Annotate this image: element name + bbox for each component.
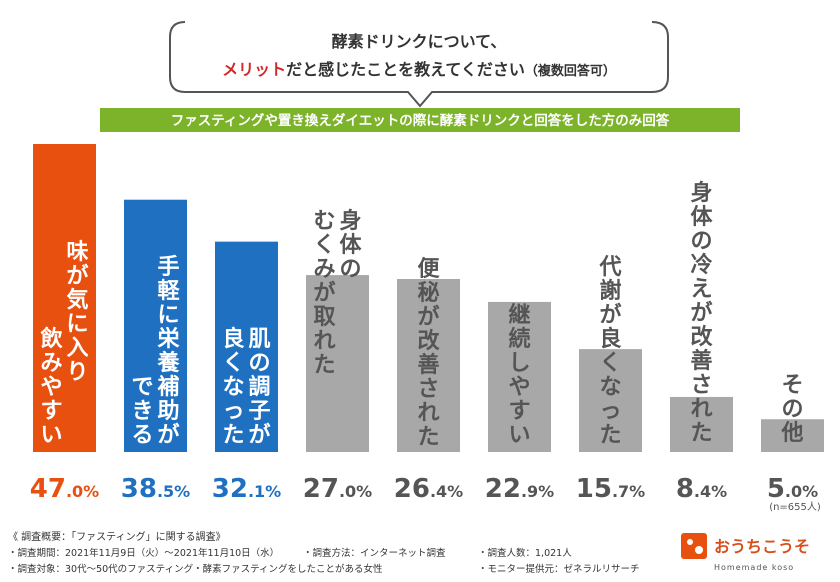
bar-4-label-1: 身体の — [339, 208, 362, 282]
question-note: （複数回答可） — [525, 63, 616, 79]
bar-6-value: 22.9% — [485, 474, 554, 504]
footer-count: ・調査人数：1,021人 — [478, 547, 572, 559]
survey-footer: 《 調査概要：「ファスティング」に関する調査》 ・調査期間：2021年11月9日… — [8, 530, 640, 575]
bar-2-label-2: できる — [131, 375, 153, 448]
bar-2 — [124, 199, 187, 452]
question-rest: だと感じたことを教えてください — [286, 60, 525, 79]
bar-4-value: 27.0% — [303, 474, 372, 504]
bar-9-label-1: その他 — [780, 373, 803, 446]
bar-5 — [397, 278, 460, 452]
bar-8 — [670, 396, 733, 452]
bar-5-label-1: 便秘が改善された — [417, 257, 440, 450]
question-line2: メリットだと感じたことを教えてください（複数回答可） — [222, 60, 616, 79]
footer-provider: ・モニター提供元：ゼネラルリサーチ — [478, 563, 640, 575]
bar-3-label-2: 良くなった — [222, 326, 244, 448]
brand-logo: おうちこうそ Homemade koso — [681, 533, 810, 572]
footer-target: ・調査対象：30代〜50代のファスティング・酵素ファスティングをしたことがある女… — [8, 563, 383, 575]
bar-1-label-1: 味が気に入り — [66, 240, 88, 385]
filter-banner-text: ファスティングや置き換えダイエットの際に酵素ドリンクと回答をした方のみ回答 — [171, 112, 670, 129]
question-highlight: メリット — [222, 60, 286, 79]
bar-4 — [306, 275, 369, 452]
bar-2-value: 38.5% — [121, 474, 190, 504]
bar-3-value: 32.1% — [212, 474, 281, 504]
bar-9-value: 5.0% — [767, 474, 818, 504]
question-bubble: 酵素ドリンクについて、 メリットだと感じたことを教えてください（複数回答可） — [169, 21, 669, 108]
logo-en-text: Homemade koso — [714, 563, 794, 572]
percent-labels-group: 47.0% 38.5% 32.1% 27.0% 26.4% 22.9% 15.7% 8.4% 5… — [30, 474, 818, 504]
bar-1 — [33, 144, 96, 452]
bar-3-label-1: 肌の調子が — [248, 327, 270, 448]
filter-banner — [100, 108, 740, 132]
bar-5-value: 26.4% — [394, 474, 463, 504]
footer-title: 《 調査概要：「ファスティング」に関する調査》 — [8, 530, 226, 543]
sample-size-label: (n=655人) — [769, 501, 821, 513]
bar-7-value: 15.7% — [576, 474, 645, 504]
question-line1: 酵素ドリンクについて、 — [332, 32, 507, 51]
bar-7 — [579, 349, 642, 452]
footer-period: ・調査期間：2021年11月9日（火）〜2021年11月10日（水） — [8, 547, 279, 559]
bar-8-label-1: 身体の冷えが改善された — [690, 180, 713, 446]
bar-9 — [761, 419, 824, 452]
bar-3 — [215, 241, 278, 452]
bar-7-label-1: 代謝が良くなった — [598, 255, 621, 448]
footer-method: ・調査方法：インターネット調査 — [303, 547, 446, 559]
logo-jp-text: おうちこうそ — [714, 537, 810, 556]
bar-2-label-1: 手軽に栄養補助が — [156, 255, 180, 448]
bar-1-label-2: 飲みやすい — [39, 326, 63, 448]
bar-6 — [488, 301, 551, 452]
bar-4-label-2: むくみが取れた — [313, 209, 335, 378]
bar-8-value: 8.4% — [676, 474, 727, 504]
logo-mark — [681, 533, 707, 559]
bar-6-label-1: 継続しやすい — [508, 302, 530, 448]
bar-1-value: 47.0% — [30, 474, 99, 504]
